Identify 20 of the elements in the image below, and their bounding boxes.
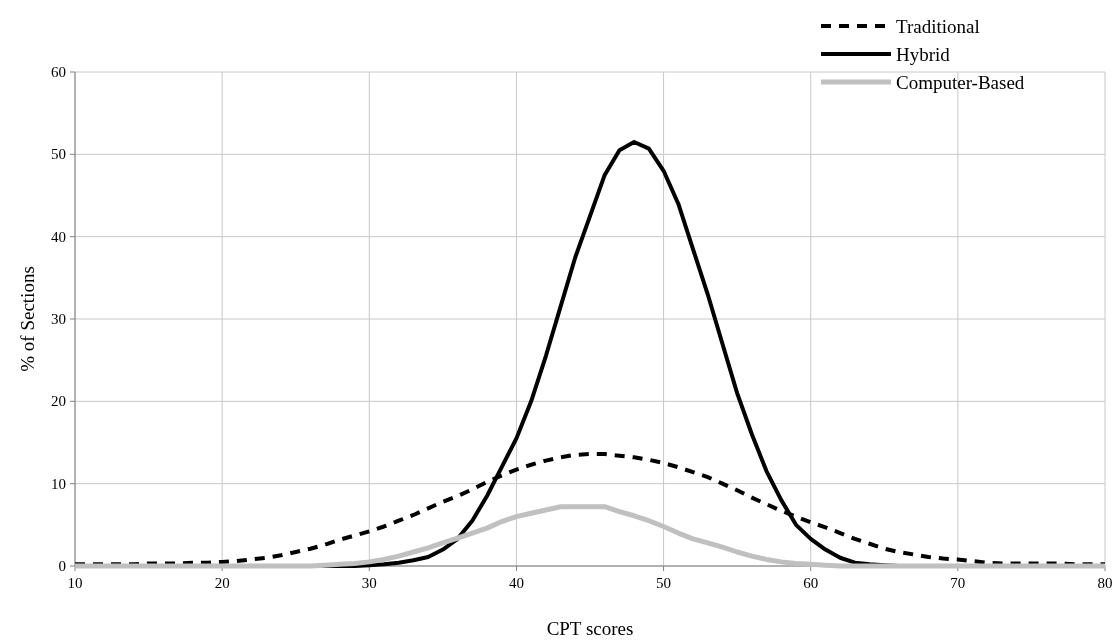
x-tick-label: 20 — [214, 575, 230, 591]
y-axis-title: % of Sections — [17, 266, 38, 372]
x-tick-label: 10 — [67, 575, 83, 591]
y-tick-label: 20 — [51, 393, 66, 410]
x-tick-label: 80 — [1097, 575, 1113, 591]
x-tick-label: 30 — [361, 575, 377, 591]
x-tick-label: 50 — [656, 575, 672, 591]
legend-label: Hybrid — [896, 44, 951, 65]
y-tick-label: 40 — [51, 228, 66, 245]
y-tick-label: 30 — [51, 311, 66, 327]
y-tick-label: 60 — [51, 64, 66, 80]
x-tick-label: 70 — [950, 575, 966, 591]
x-axis-title: CPT scores — [546, 618, 634, 639]
x-tick-label: 40 — [508, 575, 524, 591]
x-tick-label: 60 — [803, 575, 819, 591]
y-tick-label: 50 — [51, 146, 66, 163]
y-tick-label: 10 — [51, 475, 66, 492]
y-tick-label: 0 — [58, 558, 66, 574]
legend-label: Traditional — [896, 16, 980, 37]
legend-label: Computer-Based — [896, 72, 1025, 93]
